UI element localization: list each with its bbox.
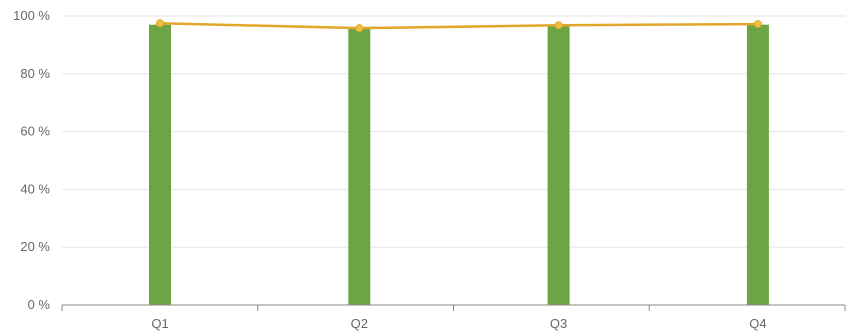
x-tick-label: Q2 xyxy=(351,316,368,331)
bar xyxy=(348,29,371,305)
bar-series xyxy=(149,24,769,306)
y-tick-label: 20 % xyxy=(20,239,50,254)
x-tick-label: Q1 xyxy=(151,316,168,331)
bar xyxy=(547,26,570,306)
line-point xyxy=(355,24,364,33)
y-tick-label: 0 % xyxy=(28,297,51,312)
x-tick-label: Q4 xyxy=(749,316,766,331)
line-point xyxy=(554,21,563,30)
y-tick-label: 40 % xyxy=(20,181,50,196)
bar xyxy=(149,24,171,305)
gridlines xyxy=(62,15,845,248)
x-tick-label: Q3 xyxy=(550,316,567,331)
y-tick-label: 60 % xyxy=(20,124,50,139)
series-line xyxy=(159,21,758,30)
x-axis xyxy=(61,304,846,311)
line-point xyxy=(156,19,164,28)
y-tick-label: 100 % xyxy=(13,8,50,23)
bar xyxy=(746,24,769,305)
x-axis-tick-labels: Q1 Q2 Q3 Q4 xyxy=(151,316,766,331)
line-point xyxy=(753,20,762,29)
y-axis-tick-labels: 0 % 20 % 40 % 60 % 80 % 100 % xyxy=(13,8,50,312)
y-tick-label: 80 % xyxy=(20,66,50,81)
line-series xyxy=(156,19,762,33)
